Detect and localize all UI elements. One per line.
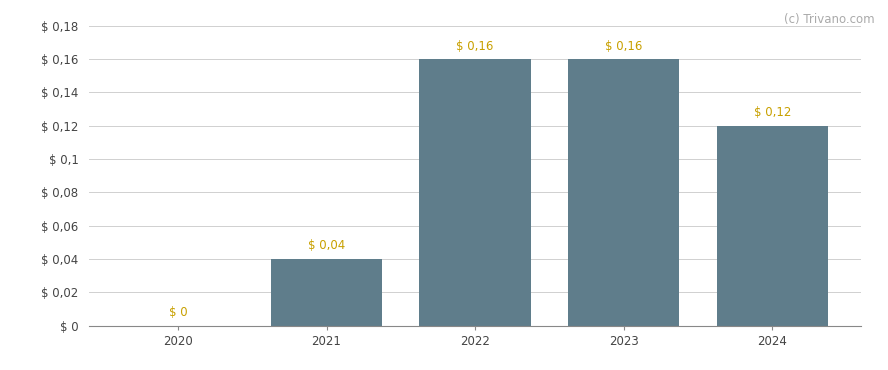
Bar [568, 59, 679, 326]
Text: $ 0,12: $ 0,12 [754, 106, 791, 119]
Bar [419, 59, 531, 326]
Text: $ 0: $ 0 [169, 306, 187, 319]
Bar [271, 259, 382, 326]
Text: $ 0,16: $ 0,16 [605, 40, 642, 53]
Bar [717, 126, 828, 326]
Text: $ 0,16: $ 0,16 [456, 40, 494, 53]
Text: $ 0,04: $ 0,04 [308, 239, 345, 252]
Text: (c) Trivano.com: (c) Trivano.com [784, 13, 875, 26]
